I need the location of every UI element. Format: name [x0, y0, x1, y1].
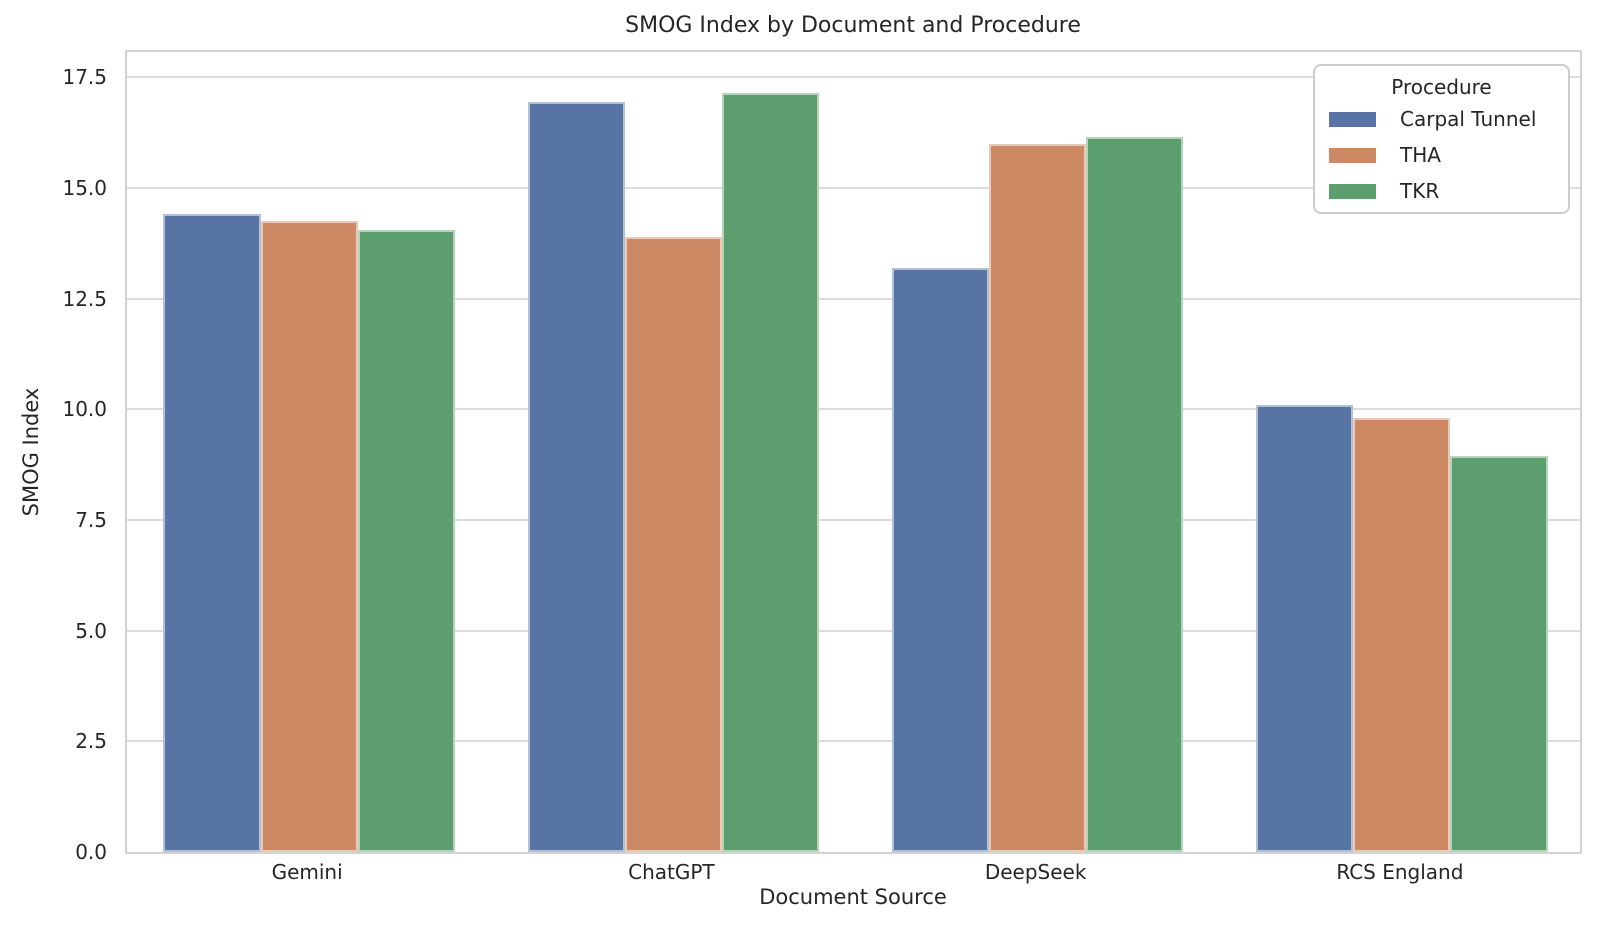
bar-deepseek-tha — [989, 143, 1087, 852]
legend: Procedure Carpal Tunnel THA TKR — [1313, 64, 1570, 214]
y-tick-label: 0.0 — [75, 840, 107, 864]
x-tick-label: RCS England — [1336, 860, 1464, 884]
legend-item-carpal-tunnel: Carpal Tunnel — [1315, 101, 1568, 137]
legend-swatch-tha — [1329, 147, 1376, 163]
y-tick-label: 10.0 — [62, 397, 107, 422]
x-tick-label: ChatGPT — [628, 860, 715, 884]
bar-gemini-carpal-tunnel — [163, 214, 261, 852]
y-tick-label: 2.5 — [75, 729, 107, 754]
bar-chatgpt-tha — [624, 236, 722, 852]
y-tick-label: 15.0 — [62, 175, 107, 200]
bar-rcs-england-tkr — [1450, 455, 1548, 852]
x-tick-label: DeepSeek — [984, 860, 1087, 884]
bar-rcs-england-carpal-tunnel — [1256, 404, 1354, 852]
legend-label: TKR — [1400, 179, 1440, 203]
legend-swatch-carpal-tunnel — [1329, 111, 1376, 127]
legend-item-tha: THA — [1315, 137, 1568, 173]
y-tick-label: 5.0 — [75, 618, 107, 643]
gridline-y-12.5 — [127, 297, 1580, 300]
gridline-y-15.0 — [127, 186, 1580, 189]
y-tick-label: 12.5 — [62, 286, 107, 311]
gridline-y-10.0 — [127, 408, 1580, 411]
bar-gemini-tkr — [357, 229, 455, 852]
x-tick-label: Gemini — [271, 860, 343, 884]
bar-deepseek-carpal-tunnel — [891, 267, 990, 852]
y-tick-label: 7.5 — [75, 507, 107, 532]
legend-label: Carpal Tunnel — [1400, 107, 1537, 131]
gridline-y-2.5 — [127, 740, 1580, 743]
legend-item-tkr: TKR — [1315, 173, 1568, 209]
bar-chatgpt-carpal-tunnel — [527, 101, 625, 852]
legend-swatch-tkr — [1329, 183, 1376, 199]
legend-title: Procedure — [1391, 75, 1492, 99]
bar-rcs-england-tha — [1353, 418, 1451, 852]
chart-title: SMOG Index by Document and Procedure — [625, 13, 1081, 38]
gridline-y-5.0 — [127, 629, 1580, 632]
bar-chatgpt-tkr — [721, 92, 820, 852]
legend-label: THA — [1400, 143, 1441, 167]
bar-gemini-tha — [260, 221, 358, 852]
gridline-y-7.5 — [127, 518, 1580, 521]
gridline-y-17.5 — [127, 76, 1580, 79]
bar-deepseek-tkr — [1086, 137, 1184, 852]
y-tick-label: 17.5 — [62, 65, 107, 90]
x-axis-label: Document Source — [759, 885, 947, 909]
